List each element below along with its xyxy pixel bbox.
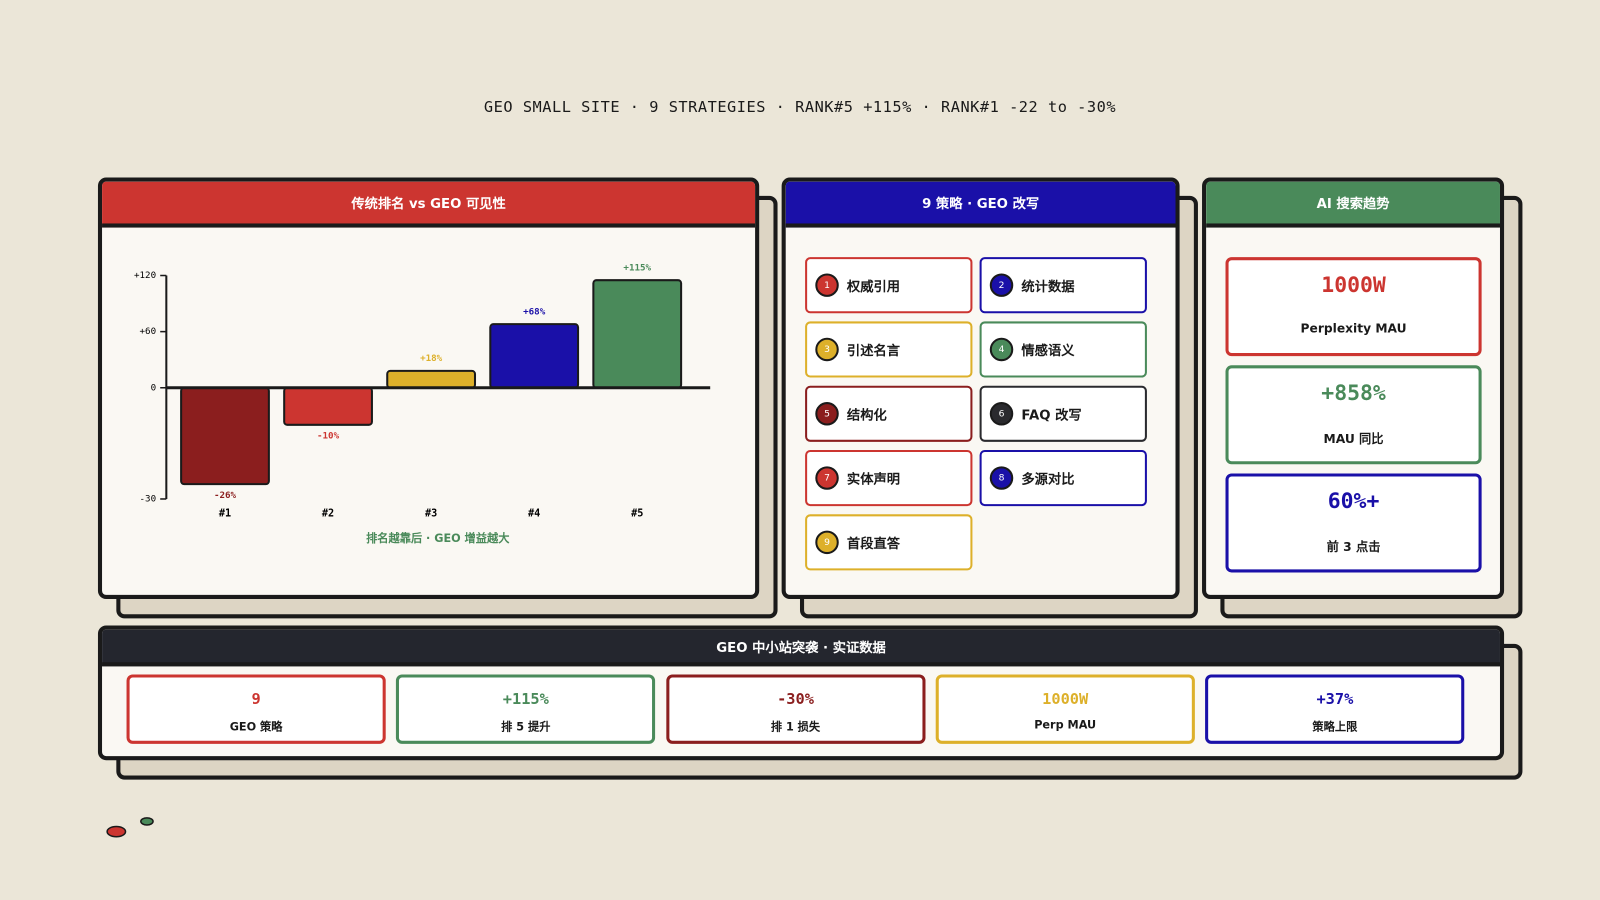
x-tick-label: #4 xyxy=(528,508,540,519)
strategy-card: 6 FAQ 改写 xyxy=(979,385,1147,442)
panel-header: 9 策略 · GEO 改写 xyxy=(785,181,1176,228)
bar xyxy=(386,369,477,389)
trend-panel: AI 搜索趋势 1000W Perplexity MAU +858% MAU 同比 60… xyxy=(1202,177,1505,599)
summary-card: 9 GEO 策略 xyxy=(126,674,386,744)
bar xyxy=(489,323,580,389)
strategy-card: 4 情感语义 xyxy=(979,321,1147,378)
page-title: GEO SMALL SITE · 9 STRATEGIES · RANK#5 +… xyxy=(483,97,1117,117)
strategy-number: 1 xyxy=(815,273,839,297)
x-tick-label: #5 xyxy=(631,508,643,519)
value-label: -26% xyxy=(214,490,237,501)
strategy-label: 统计数据 xyxy=(1021,279,1075,295)
y-tick-label: -30 xyxy=(140,493,157,504)
value-label: +18% xyxy=(420,353,443,364)
strategy-card: 2 统计数据 xyxy=(979,257,1147,314)
strategy-label: 情感语义 xyxy=(1021,343,1075,360)
stat-value: 1000W xyxy=(1321,272,1386,297)
panel-header: GEO 中小站突袭 · 实证数据 xyxy=(102,629,1500,667)
summary-value: +37% xyxy=(1316,689,1354,709)
y-tick-label: +120 xyxy=(134,270,156,281)
strategy-label: 引述名言 xyxy=(846,343,901,360)
strategy-number: 2 xyxy=(989,273,1014,297)
panel-header: AI 搜索趋势 xyxy=(1206,181,1500,228)
bar xyxy=(592,279,683,389)
stat-label: Perplexity MAU xyxy=(1300,321,1407,336)
summary-card: +37% 策略上限 xyxy=(1205,674,1465,744)
summary-value: 1000W xyxy=(1042,689,1089,709)
strategy-card: 9 首段直答 xyxy=(805,514,973,571)
strategy-number: 4 xyxy=(989,337,1014,362)
summary-label: 排 5 提升 xyxy=(501,720,551,734)
decoration xyxy=(140,817,154,826)
strategy-number: 6 xyxy=(989,402,1014,426)
strategy-label: 权威引用 xyxy=(846,279,901,295)
summary-label: 策略上限 xyxy=(1312,720,1358,734)
strategy-card: 7 实体声明 xyxy=(805,449,973,507)
summary-label: 排 1 损失 xyxy=(770,720,821,734)
x-tick-label: #2 xyxy=(322,508,334,519)
x-tick-label: #1 xyxy=(219,508,231,519)
summary-value: 9 xyxy=(251,689,261,709)
value-label: +115% xyxy=(623,262,651,273)
summary-label: GEO 策略 xyxy=(229,720,283,734)
strategy-number: 3 xyxy=(815,337,839,362)
summary-card: -30% 排 1 损失 xyxy=(665,674,926,744)
value-label: -10% xyxy=(317,431,340,442)
strategy-card: 5 结构化 xyxy=(805,385,973,442)
strategy-label: 首段直答 xyxy=(846,536,901,553)
stat-label: 前 3 点击 xyxy=(1326,539,1381,555)
summary-label: Perp MAU xyxy=(1034,718,1097,732)
stat-card: +858% MAU 同比 xyxy=(1225,365,1482,465)
summary-panel: GEO 中小站突袭 · 实证数据 9 GEO 策略 +115% 排 5 提升 -30% 排… xyxy=(97,625,1505,761)
panel-header: 传统排名 vs GEO 可见性 xyxy=(102,181,756,228)
strategy-number: 8 xyxy=(989,466,1014,490)
strategy-card: 8 多源对比 xyxy=(979,449,1147,507)
summary-card: 1000W Perp MAU xyxy=(935,674,1195,744)
strategy-label: 多源对比 xyxy=(1021,472,1075,488)
strategy-label: FAQ 改写 xyxy=(1021,408,1082,424)
strategy-number: 9 xyxy=(815,530,839,555)
strategy-card: 1 权威引用 xyxy=(805,257,973,314)
strategy-panel: 9 策略 · GEO 改写 1 权威引用 2 统计数据 3 引述名言 4 情感语义 5 结构化 6 F… xyxy=(781,177,1180,599)
value-label: +68% xyxy=(523,306,546,317)
bar xyxy=(180,386,270,486)
stat-value: +858% xyxy=(1321,380,1386,406)
y-tick-label: +60 xyxy=(140,326,157,337)
strategy-label: 结构化 xyxy=(846,408,887,424)
bar xyxy=(283,386,373,426)
decoration xyxy=(106,825,127,838)
strategy-number: 7 xyxy=(815,466,839,490)
summary-card: +115% 排 5 提升 xyxy=(396,674,656,744)
strategy-card: 3 引述名言 xyxy=(805,321,973,378)
y-tick-label: 0 xyxy=(151,382,157,393)
stat-card: 60%+ 前 3 点击 xyxy=(1225,473,1482,573)
strategy-label: 实体声明 xyxy=(846,472,901,488)
summary-value: +115% xyxy=(502,689,549,709)
stat-card: 1000W Perplexity MAU xyxy=(1225,257,1482,357)
stat-value: 60%+ xyxy=(1327,488,1380,514)
x-tick-label: #3 xyxy=(425,508,437,519)
stat-label: MAU 同比 xyxy=(1323,431,1384,446)
summary-value: -30% xyxy=(777,689,814,709)
strategy-number: 5 xyxy=(815,402,839,426)
chart-caption: 排名越靠后 · GEO 增益越大 xyxy=(366,531,510,545)
